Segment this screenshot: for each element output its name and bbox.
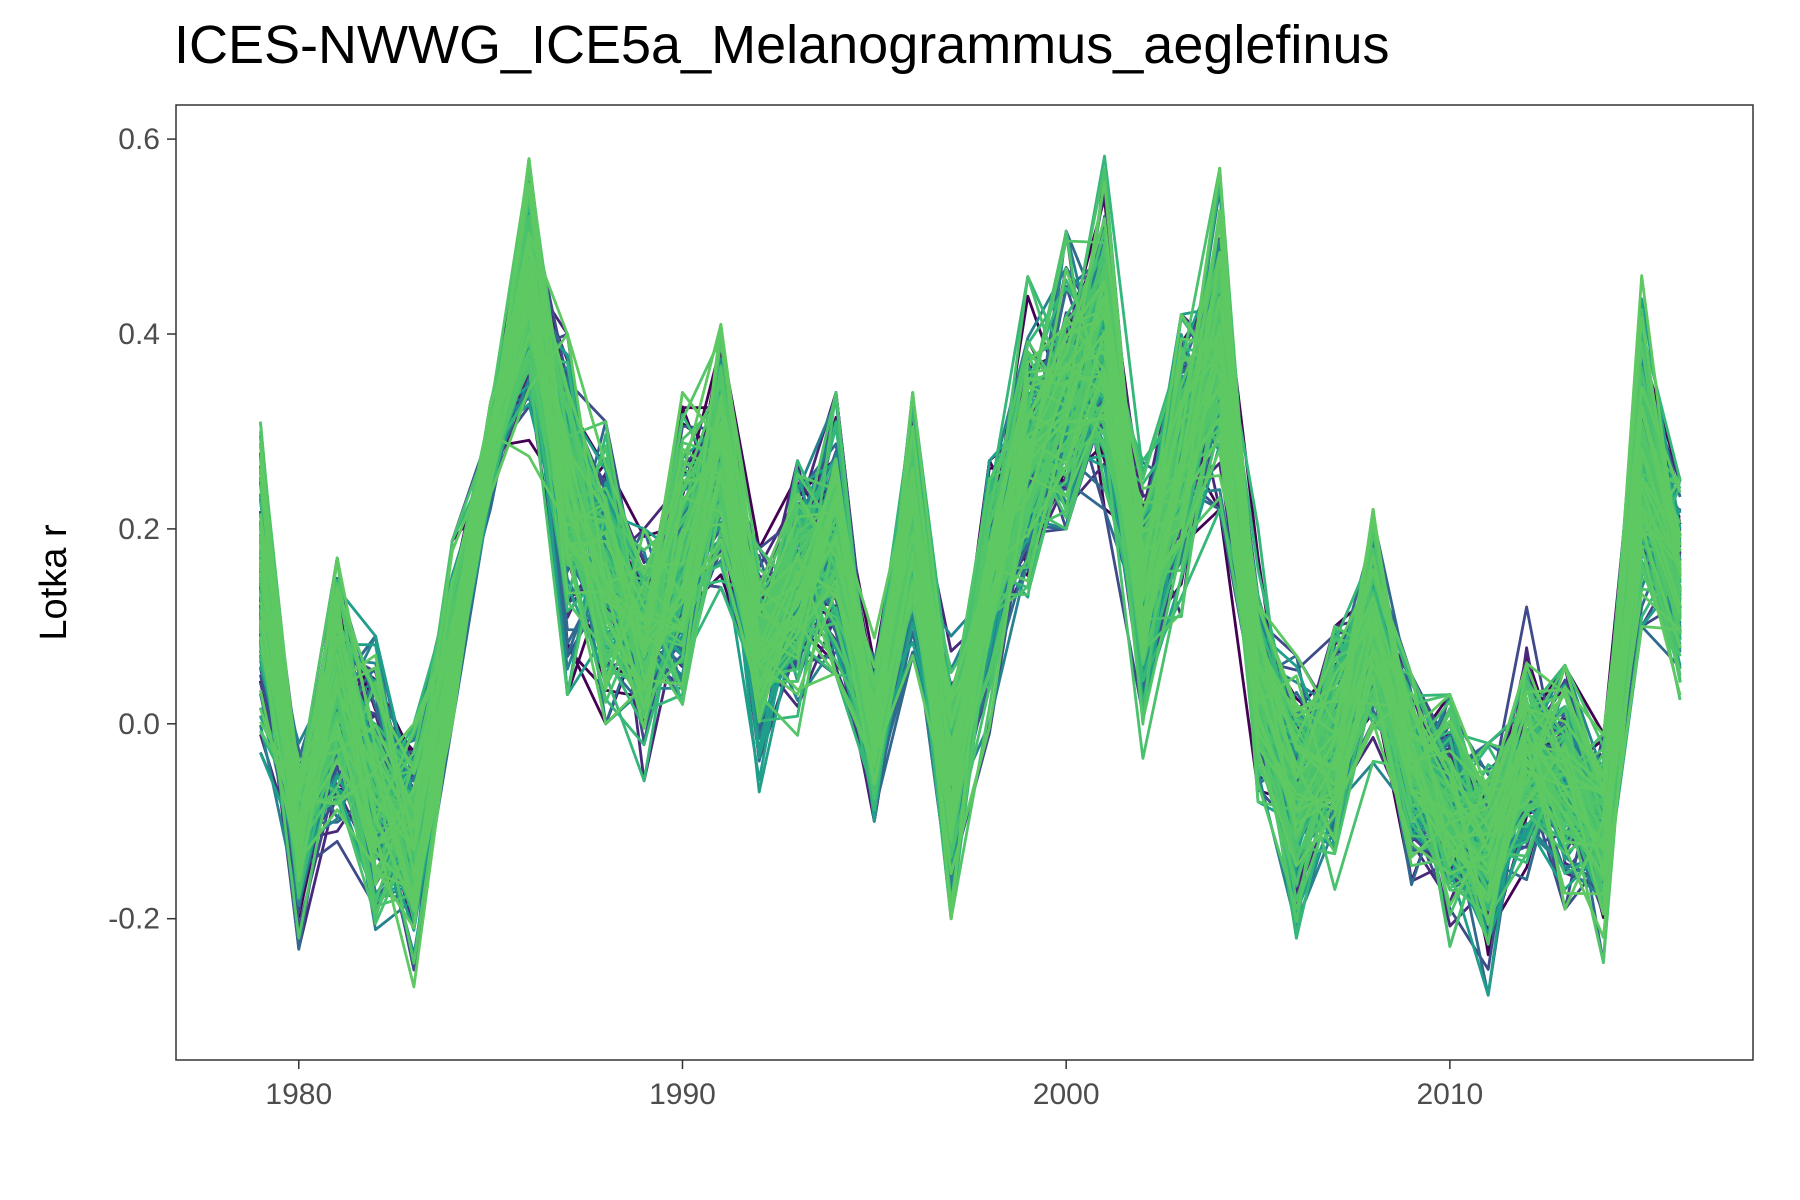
series-layer [259, 154, 1682, 997]
chart-title: ICES-NWWG_ICE5a_Melanogrammus_aeglefinus [174, 15, 1390, 75]
x-tick-label: 2000 [1033, 1078, 1100, 1111]
y-axis: -0.2 0.0 0.2 0.4 0.6 [108, 123, 176, 936]
x-axis: 1980 1990 2000 2010 [265, 1060, 1483, 1111]
y-axis-label: Lotka r [33, 524, 75, 641]
y-tick-label: 0.4 [118, 318, 160, 351]
series-line [259, 332, 1682, 939]
x-tick-label: 1990 [649, 1078, 716, 1111]
x-tick-label: 1980 [265, 1078, 332, 1111]
y-tick-label: 0.6 [118, 123, 160, 156]
series-line [259, 273, 1682, 911]
x-tick-label: 2010 [1417, 1078, 1484, 1111]
y-tick-label: -0.2 [108, 903, 160, 936]
series-line [259, 280, 1682, 847]
y-tick-label: 0.0 [118, 708, 160, 741]
y-tick-label: 0.2 [118, 513, 160, 546]
panel-border [175, 104, 1754, 1061]
